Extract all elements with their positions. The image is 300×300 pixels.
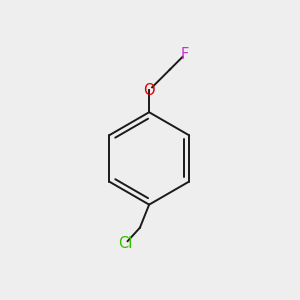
Text: O: O [143, 83, 155, 98]
Text: Cl: Cl [118, 236, 132, 251]
Text: F: F [181, 47, 189, 62]
